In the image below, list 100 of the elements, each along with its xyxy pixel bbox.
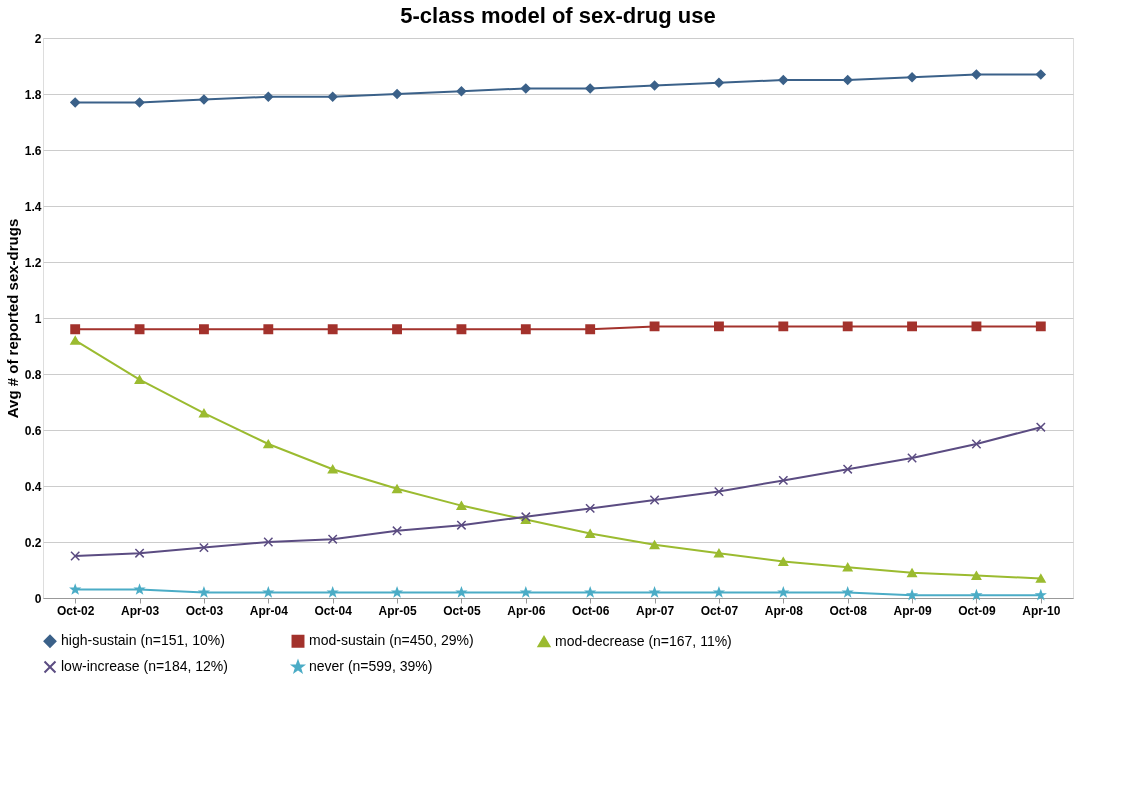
point xyxy=(971,439,982,449)
point xyxy=(456,587,467,597)
point xyxy=(649,587,660,597)
point xyxy=(649,495,660,505)
point xyxy=(714,77,724,88)
x-tick-label: Apr-09 xyxy=(893,603,932,618)
x-tick-label: Oct-06 xyxy=(572,603,610,618)
point xyxy=(263,91,274,102)
point xyxy=(842,464,853,475)
point xyxy=(134,324,145,335)
y-tick-label: 2 xyxy=(34,31,42,46)
point xyxy=(971,571,982,580)
point xyxy=(778,75,789,85)
point xyxy=(327,91,338,102)
x-tick-label: Oct-03 xyxy=(185,603,224,618)
point xyxy=(134,375,145,384)
point xyxy=(134,97,145,108)
point xyxy=(907,321,917,332)
point xyxy=(134,584,145,594)
point xyxy=(199,408,209,418)
x-tick-label: Oct-08 xyxy=(829,603,868,618)
point xyxy=(714,587,724,597)
point xyxy=(263,537,274,547)
point xyxy=(1035,69,1046,80)
point xyxy=(842,321,853,332)
point xyxy=(907,453,917,463)
point xyxy=(971,69,982,80)
point xyxy=(842,562,853,572)
point xyxy=(456,324,467,335)
point xyxy=(327,324,338,335)
x-tick-label: Apr-04 xyxy=(249,603,289,618)
y-axis-title: Avg # of reported sex-drugs xyxy=(3,218,21,419)
legend-label: low-increase (n=184, 12%) xyxy=(61,658,228,674)
y-tick-label: 1.4 xyxy=(24,199,42,214)
point xyxy=(778,475,789,486)
y-tick-label: 0 xyxy=(34,591,42,606)
point xyxy=(842,75,853,85)
point xyxy=(585,503,596,514)
y-tick-label: 1.8 xyxy=(24,87,42,102)
point xyxy=(520,83,531,94)
chart-title: 5-class model of sex-drug use xyxy=(400,3,716,28)
point xyxy=(456,501,467,510)
x-tick-label: Oct-07 xyxy=(700,603,739,618)
point xyxy=(778,321,789,332)
point xyxy=(520,324,531,335)
x-tick-label: Apr-07 xyxy=(636,603,675,618)
point xyxy=(199,94,209,105)
point xyxy=(70,97,81,108)
point xyxy=(199,542,209,553)
point xyxy=(971,590,982,600)
point xyxy=(714,548,724,558)
x-tick-label: Oct-02 xyxy=(57,603,95,618)
point xyxy=(327,587,338,597)
point xyxy=(585,324,596,335)
x-tick-label: Oct-04 xyxy=(314,603,353,618)
y-tick-label: 0.4 xyxy=(24,479,42,494)
point xyxy=(649,80,660,91)
point xyxy=(263,324,274,335)
x-tick-label: Oct-09 xyxy=(958,603,996,618)
legend-label: high-sustain (n=151, 10%) xyxy=(61,632,225,649)
point xyxy=(392,587,402,597)
legend-label: mod-decrease (n=167, 11%) xyxy=(555,632,732,649)
x-tick-label: Apr-06 xyxy=(507,603,546,618)
y-tick-label: 0.2 xyxy=(24,535,42,550)
point xyxy=(714,321,724,332)
legend-label: never (n=599, 39%) xyxy=(309,658,433,674)
point xyxy=(70,551,81,561)
y-tick-label: 1.6 xyxy=(24,143,42,158)
point xyxy=(392,324,402,335)
point xyxy=(907,568,917,578)
point xyxy=(971,321,982,332)
point xyxy=(263,439,274,449)
point xyxy=(392,525,402,536)
point xyxy=(907,72,917,83)
point xyxy=(842,587,853,597)
point xyxy=(1035,422,1046,433)
point xyxy=(649,540,660,550)
point xyxy=(456,86,467,97)
y-tick-label: 0.8 xyxy=(24,367,42,382)
point xyxy=(263,587,274,597)
point xyxy=(778,557,789,566)
point xyxy=(70,336,81,345)
point xyxy=(392,484,402,494)
point xyxy=(1035,321,1046,332)
point xyxy=(1035,574,1046,583)
x-tick-label: Apr-05 xyxy=(378,603,417,618)
point xyxy=(392,89,402,99)
legend-label: mod-sustain (n=450, 29%) xyxy=(309,632,474,649)
point xyxy=(907,590,917,600)
point xyxy=(199,324,209,335)
x-tick-label: Oct-05 xyxy=(443,603,481,618)
x-tick-label: Apr-08 xyxy=(764,603,804,618)
point xyxy=(456,520,467,531)
x-tick-label: Apr-10 xyxy=(1022,603,1061,618)
point xyxy=(327,534,338,545)
y-tick-label: 1 xyxy=(34,311,42,326)
point xyxy=(134,548,145,559)
point xyxy=(585,529,596,538)
x-tick-label: Apr-03 xyxy=(121,603,160,618)
point xyxy=(585,83,596,94)
